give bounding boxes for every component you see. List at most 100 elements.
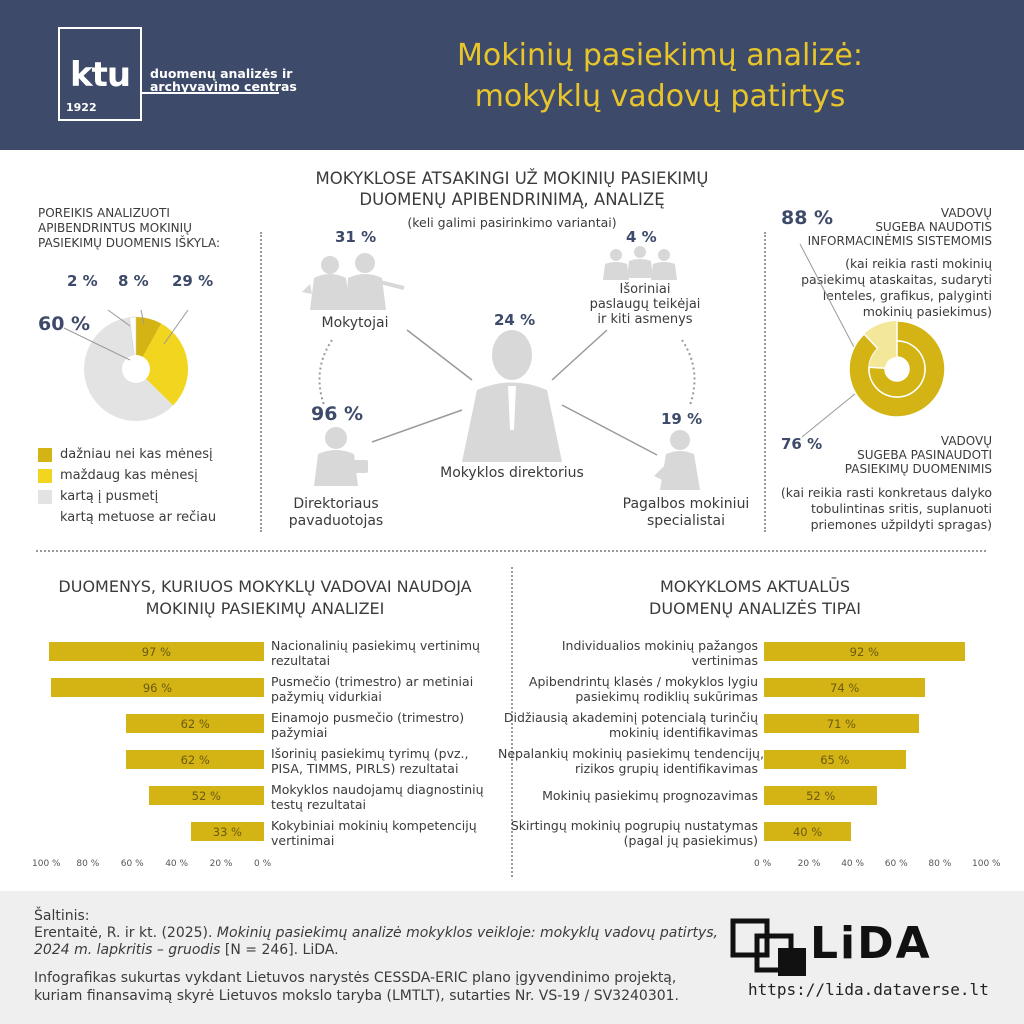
bar-category-label: Išorinių pasiekimų tyrimų (pvz., bbox=[271, 746, 469, 761]
data-used-title-line2: MOKINIŲ PASIEKIMŲ ANALIZEI bbox=[145, 599, 385, 618]
bar-category-label: Einamojo pusmečio (trimestro) bbox=[271, 710, 465, 725]
bar-value-label: 92 % bbox=[849, 645, 879, 659]
role-label-support-2: specialistai bbox=[647, 513, 725, 529]
pie-leader-2 bbox=[107, 309, 131, 327]
legend-label-4: kartą metuose ar rečiau bbox=[60, 510, 217, 525]
axis-tick-label: 40 % bbox=[841, 859, 865, 869]
need-title-line1: POREIKIS ANALIZUOTI bbox=[38, 206, 170, 220]
bar-value-label: 62 % bbox=[180, 717, 210, 731]
bar-category-label: (pagal jų pasiekimus) bbox=[623, 833, 758, 848]
connector-line-teachers bbox=[406, 329, 473, 381]
bar-category-label: mokinių identifikavimas bbox=[609, 725, 758, 740]
lida-url[interactable]: https://lida.dataverse.lt bbox=[748, 980, 989, 999]
bar-value-label: 33 % bbox=[212, 825, 242, 839]
bar bbox=[126, 714, 264, 733]
pie-label-29: 29 % bbox=[172, 272, 214, 290]
bar-category-label: Pusmečio (trimestro) ar metiniai bbox=[271, 674, 474, 689]
divider-right bbox=[764, 232, 766, 532]
bar-category-label: pažymių vidurkiai bbox=[271, 689, 382, 704]
pie-label-60: 60 % bbox=[38, 313, 91, 335]
skills-top-line1: VADOVŲ bbox=[940, 206, 992, 220]
legend-swatch-3 bbox=[38, 490, 52, 504]
axis-tick-label: 40 % bbox=[165, 859, 189, 869]
bar bbox=[126, 750, 264, 769]
bar-category-label: Mokinių pasiekimų prognozavimas bbox=[542, 788, 758, 803]
axis-tick-label: 0 % bbox=[754, 859, 772, 869]
lida-logo-icon bbox=[730, 918, 806, 976]
analysis-types-title-line1: MOKYKLOMS AKTUALŪS bbox=[660, 577, 850, 596]
bar bbox=[190, 822, 264, 841]
bar-value-label: 96 % bbox=[142, 681, 173, 695]
legend-swatch-1 bbox=[38, 448, 52, 462]
footer bbox=[0, 891, 1024, 1024]
roles-note: (keli galimi pasirinkimo variantai) bbox=[407, 215, 617, 230]
skills-top-note4: mokinių pasiekimus) bbox=[862, 304, 992, 319]
bar-value-label: 62 % bbox=[180, 753, 210, 767]
ktu-logo-subtitle-line2: archyvavimo centras bbox=[150, 79, 297, 94]
divider-horizontal bbox=[36, 550, 986, 552]
bar-category-label: Kokybiniai mokinių kompetencijų bbox=[271, 818, 477, 833]
legend-swatch-2 bbox=[38, 469, 52, 483]
bar-category-label: pažymiai bbox=[271, 725, 328, 740]
ring-88-fill bbox=[848, 320, 946, 418]
axis-tick-label: 20 % bbox=[209, 859, 233, 869]
role-label-external-2: paslaugų teikėjai bbox=[589, 297, 701, 312]
role-pct-support: 19 % bbox=[661, 410, 703, 428]
pie-slice-monthly-plus bbox=[136, 317, 162, 369]
bar-category-label: Skirtingų mokinių pogrupių nustatymas bbox=[510, 818, 758, 833]
director-figure-icon bbox=[462, 330, 562, 462]
source-line1: Erentaitė, R. ir kt. (2025). Mokinių pas… bbox=[34, 925, 718, 941]
bar-category-label: vertinimas bbox=[691, 653, 758, 668]
role-pct-deputy: 96 % bbox=[311, 403, 364, 425]
role-label-support-1: Pagalbos mokiniui bbox=[622, 496, 750, 512]
bar-category-label: pasiekimų rodiklių sukūrimas bbox=[575, 689, 758, 704]
pie-slice-monthly bbox=[136, 323, 189, 406]
bar bbox=[764, 678, 926, 697]
external-providers-figure-icon bbox=[603, 246, 677, 280]
role-pct-director: 24 % bbox=[494, 311, 536, 329]
bar-category-label: Didžiausią akademinį potencialą turinčių bbox=[503, 710, 758, 725]
role-pct-teachers: 31 % bbox=[335, 228, 377, 246]
pie-label-8: 8 % bbox=[118, 272, 149, 290]
role-label-director: Mokyklos direktorius bbox=[440, 465, 584, 481]
page-title-line2: mokyklų vadovų patirtys bbox=[474, 79, 846, 114]
roles-title-line1: MOKYKLOSE ATSAKINGI UŽ MOKINIŲ PASIEKIMŲ bbox=[315, 169, 709, 188]
bar bbox=[48, 642, 264, 661]
divider-bottom-center bbox=[511, 567, 513, 877]
axis-tick-label: 80 % bbox=[76, 859, 100, 869]
axis-tick-label: 60 % bbox=[120, 859, 144, 869]
axis-tick-label: 100 % bbox=[972, 859, 1001, 869]
role-label-teachers: Mokytojai bbox=[321, 315, 389, 331]
role-label-external-1: Išoriniai bbox=[619, 282, 671, 297]
need-pie-chart bbox=[63, 309, 189, 421]
bar-category-label: rizikos grupių identifikavimas bbox=[574, 761, 758, 776]
connector-arc-right bbox=[681, 339, 696, 406]
header-banner bbox=[0, 0, 1024, 150]
teachers-figure-icon bbox=[302, 253, 405, 310]
skills-bottom-note2: tobulintinas sritis, suplanuoti bbox=[810, 501, 992, 516]
bar bbox=[764, 714, 919, 733]
source-line2: 2024 m. lapkritis – gruodis [N = 246]. L… bbox=[34, 942, 339, 958]
funding-line1: Infografikas sukurtas vykdant Lietuvos n… bbox=[34, 970, 677, 986]
skills-bottom-line1: VADOVŲ bbox=[940, 434, 992, 448]
bar-value-label: 52 % bbox=[191, 789, 221, 803]
connector-arc-left bbox=[318, 339, 333, 406]
bar-category-label: Mokyklos naudojamų diagnostinių bbox=[271, 782, 484, 797]
bar-category-label: Apibendrintų klasės / mokyklos lygiu bbox=[528, 674, 758, 689]
skills-bottom-note3: priemones užpildyti spragas) bbox=[810, 517, 992, 532]
skills-top-note3: lenteles, grafikus, palyginti bbox=[822, 288, 992, 303]
ktu-logo-subtitle-line1: duomenų analizės ir bbox=[150, 66, 293, 81]
need-title-line2: APIBENDRINTUS MOKINIŲ bbox=[38, 221, 192, 235]
ring-76-fill bbox=[868, 340, 926, 398]
pie-leader-60 bbox=[63, 327, 131, 361]
skills-pct-88: 88 % bbox=[781, 207, 834, 229]
skills-pct-76: 76 % bbox=[781, 435, 823, 453]
connector-line-external bbox=[551, 329, 608, 381]
pie-leader-29 bbox=[163, 309, 189, 345]
axis-tick-label: 60 % bbox=[884, 859, 908, 869]
pie-leader-8 bbox=[140, 309, 145, 325]
ktu-logo-frame bbox=[58, 27, 142, 121]
role-label-deputy-2: pavaduotojas bbox=[288, 513, 384, 529]
bar-value-label: 74 % bbox=[830, 681, 860, 695]
roles-diagram bbox=[302, 246, 700, 490]
